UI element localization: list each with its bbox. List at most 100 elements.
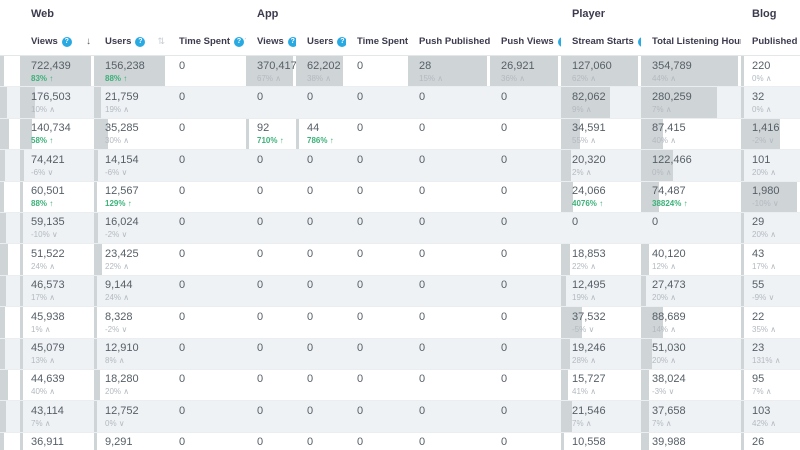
cell-value: 0 <box>419 310 426 323</box>
cell-trend: 30% ∧ <box>105 136 130 146</box>
help-icon[interactable]: ? <box>234 36 245 47</box>
cell-value: 10,558 <box>572 436 606 449</box>
column-header-push-views-7[interactable]: Push Views?⇅ <box>490 28 561 55</box>
cell-value: 0 <box>257 90 264 103</box>
sort-desc-icon[interactable]: ↓ <box>86 36 91 47</box>
cell-value: 0 <box>357 436 364 449</box>
cell-value: 0 <box>179 90 186 103</box>
column-header-users-4[interactable]: Users?⇅ <box>296 28 346 55</box>
help-icon[interactable]: ? <box>557 36 561 47</box>
cell-value: 12,495 <box>572 279 606 292</box>
cell-value: 0 <box>419 122 426 135</box>
cell-trend: 20% ∧ <box>652 356 677 366</box>
help-icon[interactable]: ? <box>637 36 641 47</box>
help-icon[interactable]: ? <box>337 36 346 47</box>
metric-cell: 0 <box>490 276 561 306</box>
sort-icon[interactable]: ⇅ <box>157 36 165 46</box>
value-bar <box>561 338 570 369</box>
cell-value: 9,291 <box>105 436 133 449</box>
value-bar <box>246 56 293 87</box>
cell-value: 95 <box>752 373 765 386</box>
metric-cell: 0 <box>490 433 561 450</box>
metric-cell: 0 <box>490 339 561 369</box>
column-header-views-3[interactable]: Views? ⇅ <box>246 28 296 55</box>
metric-cell: 0 <box>296 370 346 400</box>
cell-trend: 0% ∧ <box>752 104 772 114</box>
cell-value: 0 <box>257 216 264 229</box>
group-label-blog: Blog <box>752 8 777 20</box>
cell-value: 38,024 <box>652 373 686 386</box>
value-bar <box>94 56 165 87</box>
column-header-published-10[interactable]: Published?⇅ <box>741 28 800 55</box>
trend-up-icon: ∧ <box>118 356 125 366</box>
gutter-bar <box>0 244 8 275</box>
row-gutter <box>0 56 20 87</box>
cell-value: 21,546 <box>572 404 606 417</box>
cell-value: 92 <box>257 122 270 135</box>
cell-trend: 10% ∧ <box>31 104 56 114</box>
metric-cell: 0 <box>490 150 561 180</box>
metric-cell: 1,416 -2% ∨ <box>741 118 800 150</box>
table-row: 36,911120% ↑9,291246% ↑ 0 0 0 0 0 0 10,5585330%… <box>0 432 800 450</box>
table-row: 59,135 -10% ∨ 16,024 -2% ∨ 0 0 0 0 0 0 0 0 29 20% ∧ <box>0 212 800 245</box>
column-header-stream-starts-8[interactable]: Stream Starts?⇅ <box>561 28 641 55</box>
metric-cell: 0 <box>490 401 561 431</box>
column-header-total-listening-hours-9[interactable]: Total Listening Hours?⇅ <box>641 28 741 55</box>
value-bar <box>94 181 97 212</box>
help-icon[interactable]: ? <box>135 36 146 47</box>
trend-up-icon: ∧ <box>585 418 592 428</box>
help-icon[interactable]: ? <box>287 36 296 47</box>
row-gutter <box>0 87 20 118</box>
trend-up-icon: ∧ <box>590 293 597 303</box>
value-bar <box>94 87 102 118</box>
trend-down-icon: ∨ <box>772 199 779 209</box>
metric-cell: 51,522 24% ∧ <box>20 244 94 275</box>
trend-up-icon: ∧ <box>665 167 672 177</box>
column-header-time-spent-2[interactable]: Time Spent?⇅ <box>168 28 246 55</box>
row-gutter <box>0 212 20 244</box>
cell-trend: 13% ∧ <box>31 356 56 366</box>
trend-up-icon: ∧ <box>770 167 777 177</box>
cell-value: 0 <box>419 216 426 229</box>
cell-value: 16,024 <box>105 216 139 229</box>
metric-cell: 16,024 -2% ∨ <box>94 212 168 244</box>
cell-trend: -6% ∨ <box>31 167 54 177</box>
column-header-time-spent-5[interactable]: Time Spent?⇅ <box>346 28 408 55</box>
column-header-label: Views <box>31 36 58 47</box>
trend-up-icon: ∧ <box>49 261 56 271</box>
cell-value: 0 <box>257 279 264 292</box>
trend-up-icon: ∧ <box>665 104 672 114</box>
cell-trend: 12% ∧ <box>652 261 677 271</box>
column-header-views-0[interactable]: Views? ↓ <box>20 28 94 55</box>
help-icon[interactable]: ? <box>61 36 72 47</box>
cell-value: 0 <box>501 90 508 103</box>
cell-value: 0 <box>307 247 314 260</box>
cell-value: 0 <box>357 216 364 229</box>
column-header-users-1[interactable]: Users? ⇅ <box>94 28 168 55</box>
cell-value: 62,202 <box>307 59 341 72</box>
cell-value: 55 <box>752 279 765 292</box>
column-header-push-published-6[interactable]: Push Published?⇅ <box>408 28 490 55</box>
metric-cell: 0 <box>346 307 408 337</box>
cell-trend: 83% ↑ <box>31 73 54 83</box>
metric-cell: 280,259 7% ∧ <box>641 87 741 118</box>
sort-icon[interactable]: ⇅ <box>244 36 246 47</box>
metric-cell: 0 <box>408 244 490 274</box>
value-bar <box>94 369 100 401</box>
metric-cell: 0 <box>168 182 246 212</box>
trend-up-icon: ↑ <box>49 136 54 146</box>
metric-cell: 87,415 40% ∧ <box>641 118 741 150</box>
metric-cell: 101 20% ∧ <box>741 150 800 181</box>
table-row: 176,503 10% ∧ 21,759 19% ∧ 0 0 0 0 0 0 82,062 9% ∧ 2… <box>0 87 800 119</box>
cell-trend: 20% ∧ <box>752 230 777 240</box>
cell-trend: 55% ∧ <box>572 136 597 146</box>
cell-trend: 67% ∧ <box>257 73 282 83</box>
metric-cell: 0 <box>490 213 561 243</box>
value-bar <box>561 118 580 150</box>
metric-cell: 12,567 129% ↑ <box>94 181 168 212</box>
cell-trend: 44% ∧ <box>652 73 677 83</box>
trend-up-icon: ↑ <box>329 136 334 146</box>
cell-value: 722,439 <box>31 59 71 72</box>
cell-value: 12,567 <box>105 185 139 198</box>
